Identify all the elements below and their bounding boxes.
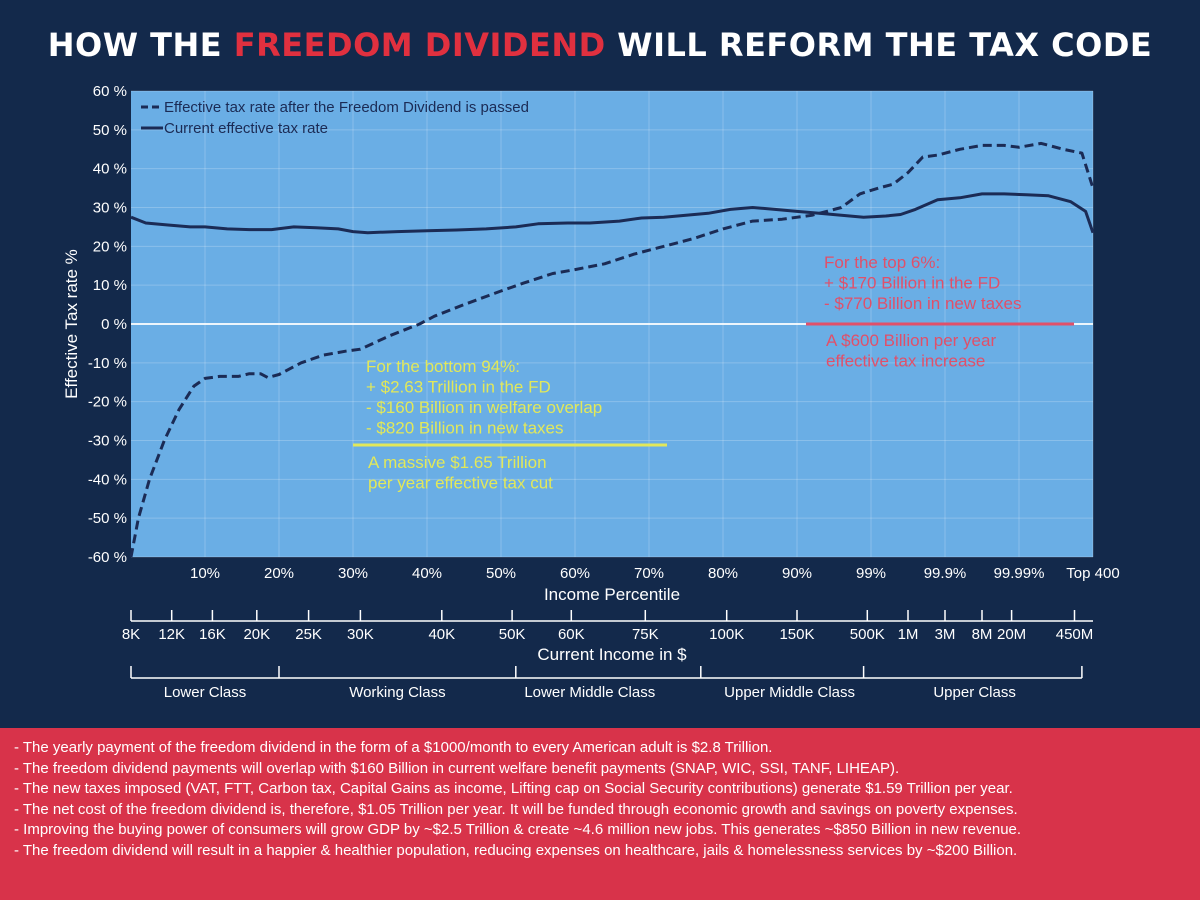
- annotation-bottom-line: + $2.63 Trillion in the FD: [366, 378, 551, 397]
- x-tick-label: Top 400: [1066, 565, 1119, 582]
- y-tick-label: -20 %: [88, 394, 127, 411]
- income-tick-label: 500K: [850, 626, 885, 643]
- annotation-top-line: + $170 Billion in the FD: [824, 274, 1000, 293]
- series-line-current: [130, 192, 1095, 235]
- income-tick-label: 30K: [347, 626, 374, 643]
- income-tick-label: 150K: [779, 626, 814, 643]
- income-tick-label: 25K: [295, 626, 322, 643]
- class-label: Working Class: [349, 684, 445, 701]
- income-tick-label: 75K: [632, 626, 659, 643]
- note-item: - The freedom dividend payments will ove…: [14, 759, 900, 777]
- income-tick-label: 20K: [243, 626, 270, 643]
- y-tick-label: -40 %: [88, 471, 127, 488]
- x-tick-label: 10%: [190, 565, 220, 582]
- page-title: HOW THE FREEDOM DIVIDEND WILL REFORM THE…: [0, 26, 1200, 64]
- annotation-top-result: effective tax increase: [826, 352, 985, 371]
- annotation-top-line: - $770 Billion in new taxes: [824, 294, 1022, 313]
- legend-label: Current effective tax rate: [164, 120, 328, 137]
- annotation-bottom-line: - $820 Billion in new taxes: [366, 419, 564, 438]
- y-tick-label: 10 %: [93, 277, 127, 294]
- annotation-bottom-line: - $160 Billion in welfare overlap: [366, 398, 602, 417]
- y-tick-label: -30 %: [88, 433, 127, 450]
- x-tick-label: 30%: [338, 565, 368, 582]
- y-tick-label: -60 %: [88, 549, 127, 566]
- y-tick-label: -10 %: [88, 355, 127, 372]
- x-tick-label: 99.99%: [994, 565, 1045, 582]
- x-tick-label: 70%: [634, 565, 664, 582]
- income-tick-label: 20M: [997, 626, 1026, 643]
- y-tick-label: 60 %: [93, 83, 127, 100]
- y-tick-label: 50 %: [93, 122, 127, 139]
- x-tick-label: 60%: [560, 565, 590, 582]
- series-line-after-fd: [129, 141, 1095, 558]
- class-label: Upper Middle Class: [724, 684, 855, 701]
- x-tick-label: 80%: [708, 565, 738, 582]
- annotation-top-result: A $600 Billion per year: [826, 331, 996, 350]
- title-highlight: FREEDOM DIVIDEND: [233, 26, 606, 64]
- y-tick-label: 0 %: [101, 316, 127, 333]
- income-tick-label: 1M: [898, 626, 919, 643]
- income-tick-label: 40K: [428, 626, 455, 643]
- annotation-bottom-line: For the bottom 94%:: [366, 357, 520, 376]
- class-label: Lower Class: [164, 684, 247, 701]
- annotation-bottom-result: per year effective tax cut: [368, 474, 553, 493]
- x-tick-label: 90%: [782, 565, 812, 582]
- income-tick-label: 60K: [558, 626, 585, 643]
- note-item: - The yearly payment of the freedom divi…: [14, 739, 773, 756]
- income-tick-label: 100K: [709, 626, 744, 643]
- income-tick-label: 12K: [158, 626, 185, 643]
- class-label: Lower Middle Class: [524, 684, 655, 701]
- x-tick-label: 99.9%: [924, 565, 967, 582]
- note-item: - The net cost of the freedom dividend i…: [14, 800, 1018, 818]
- annotation-top-line: For the top 6%:: [824, 253, 940, 272]
- y-axis-label: Effective Tax rate %: [62, 249, 81, 399]
- x-tick-label: 20%: [264, 565, 294, 582]
- y-tick-label: 20 %: [93, 238, 127, 255]
- x-tick-label: 50%: [486, 565, 516, 582]
- x-tick-label: 40%: [412, 565, 442, 582]
- note-item: - The freedom dividend will result in a …: [14, 841, 1018, 859]
- income-tick-label: 8K: [122, 626, 140, 643]
- class-label: Upper Class: [933, 684, 1016, 701]
- legend-label: Effective tax rate after the Freedom Div…: [164, 99, 529, 116]
- y-tick-label: -50 %: [88, 510, 127, 527]
- tax-rate-chart: 60 % 50 % 40 % 30 % 20 % 10 % 0 % -10 % -20 % -30…: [62, 83, 1120, 701]
- income-axis-label: Current Income in $: [537, 645, 687, 664]
- income-tick-label: 450M: [1056, 626, 1094, 643]
- note-item: - Improving the buying power of consumer…: [14, 821, 1022, 838]
- title-part1: HOW THE: [47, 26, 234, 64]
- income-tick-label: 3M: [935, 626, 956, 643]
- notes-panel: - The yearly payment of the freedom divi…: [0, 728, 1200, 900]
- income-tick-label: 8M: [972, 626, 993, 643]
- x-axis-label: Income Percentile: [544, 585, 680, 604]
- annotation-bottom-result: A massive $1.65 Trillion: [368, 453, 547, 472]
- income-tick-label: 50K: [499, 626, 526, 643]
- title-part2: WILL REFORM THE TAX CODE: [605, 26, 1153, 64]
- x-tick-label: 99%: [856, 565, 886, 582]
- income-tick-label: 16K: [199, 626, 226, 643]
- y-tick-label: 30 %: [93, 200, 127, 217]
- y-tick-label: 40 %: [93, 161, 127, 178]
- note-item: - The new taxes imposed (VAT, FTT, Carbo…: [14, 780, 1013, 797]
